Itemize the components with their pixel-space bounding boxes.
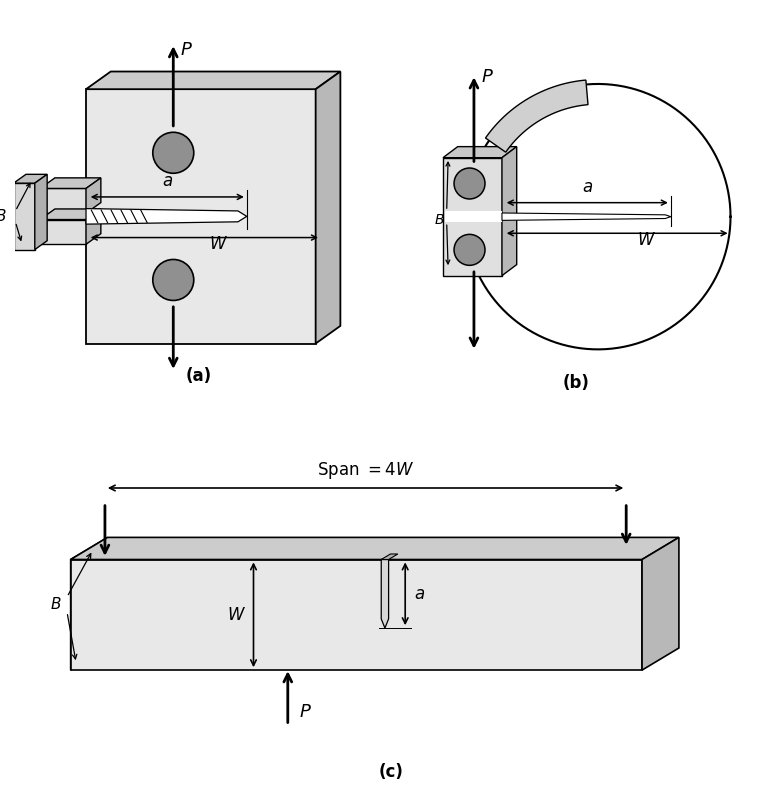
Text: $B$: $B$ [0,208,6,225]
Text: (b): (b) [562,374,589,392]
Polygon shape [14,184,35,250]
Polygon shape [71,559,642,670]
Circle shape [153,132,194,173]
Bar [445,211,502,222]
Circle shape [454,234,485,266]
Text: $P$: $P$ [299,704,312,721]
Text: $B$: $B$ [434,213,445,227]
Text: $P$: $P$ [482,68,494,86]
Polygon shape [71,538,679,559]
Circle shape [153,259,194,300]
Text: $W$: $W$ [209,235,228,253]
Polygon shape [86,208,247,224]
Polygon shape [443,147,517,158]
Polygon shape [381,559,389,628]
Text: $P$: $P$ [180,41,194,60]
Polygon shape [485,80,588,152]
Text: (c): (c) [379,763,404,781]
Text: $a$: $a$ [162,172,173,190]
Polygon shape [40,188,86,213]
Text: (a): (a) [186,366,212,385]
Polygon shape [40,220,86,244]
Polygon shape [86,209,101,244]
Polygon shape [86,72,340,89]
Text: Span $= 4W$: Span $= 4W$ [317,460,414,481]
Text: $a$: $a$ [415,584,425,603]
Polygon shape [14,175,47,184]
Polygon shape [316,72,340,344]
Polygon shape [381,554,398,559]
Text: $B$: $B$ [50,597,61,613]
Polygon shape [71,538,108,670]
Polygon shape [642,538,679,670]
Polygon shape [35,175,47,250]
Polygon shape [40,209,101,220]
Polygon shape [502,213,670,221]
Circle shape [454,168,485,199]
Polygon shape [502,147,517,275]
Text: $W$: $W$ [227,606,247,624]
Polygon shape [443,158,502,275]
Polygon shape [40,178,101,188]
Polygon shape [86,89,316,344]
Polygon shape [86,178,101,213]
Text: $a$: $a$ [581,179,593,196]
Text: $W$: $W$ [637,231,656,249]
